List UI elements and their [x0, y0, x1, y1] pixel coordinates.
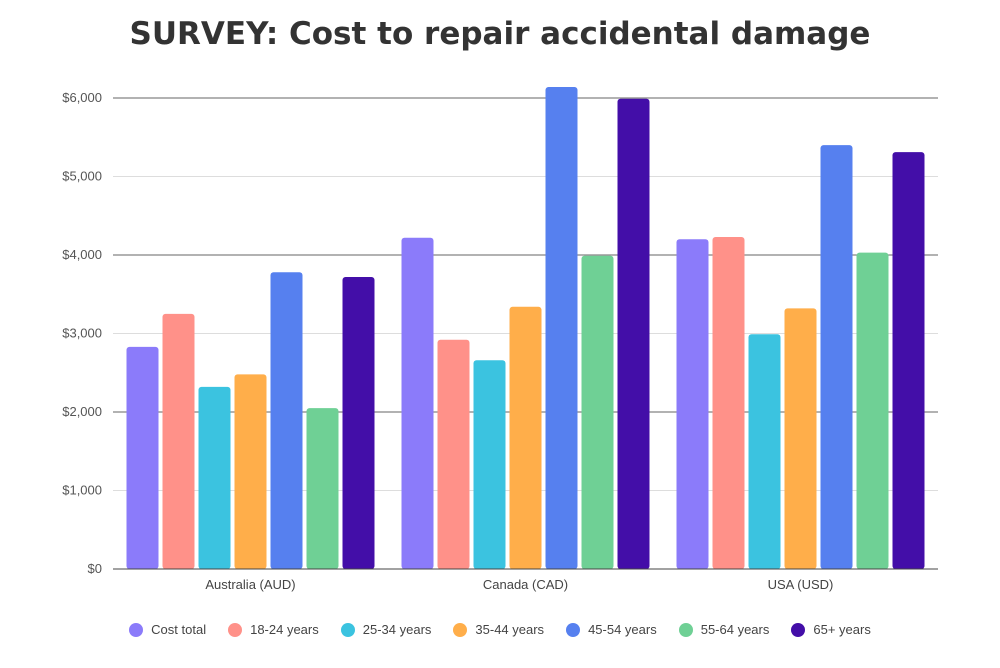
bar — [342, 276, 375, 569]
bar — [748, 334, 781, 569]
bar — [892, 152, 925, 570]
bar — [545, 87, 578, 569]
legend-swatch — [453, 622, 468, 637]
legend-item: 35-44 years — [453, 622, 544, 637]
y-tick-label: $2,000 — [62, 404, 102, 419]
bar — [162, 313, 195, 569]
x-tick-label: Australia (AUD) — [205, 577, 295, 592]
bar — [270, 272, 303, 569]
y-tick-label: $4,000 — [62, 247, 102, 262]
bar — [401, 237, 434, 570]
bar — [712, 236, 745, 569]
bar — [820, 145, 853, 569]
chart-title: SURVEY: Cost to repair accidental damage — [129, 16, 871, 52]
y-tick-label: $6,000 — [62, 90, 102, 105]
bar — [617, 98, 650, 569]
legend-swatch — [566, 622, 581, 637]
legend-item: 25-34 years — [340, 622, 432, 637]
x-tick-label: Canada (CAD) — [483, 577, 568, 592]
bar — [509, 306, 542, 569]
bar — [676, 239, 709, 570]
y-tick-label: $3,000 — [62, 326, 102, 341]
bar — [306, 408, 339, 569]
legend-label: 65+ years — [813, 622, 871, 637]
legend-label: 55-64 years — [700, 622, 770, 637]
legend-swatch — [340, 622, 355, 637]
legend-swatch — [791, 622, 806, 637]
legend-item: 45-54 years — [566, 622, 657, 637]
legend-item: 65+ years — [791, 622, 871, 637]
bar — [437, 339, 470, 569]
y-tick-label: $5,000 — [62, 169, 102, 184]
bar — [198, 386, 231, 569]
legend-swatch — [129, 622, 144, 637]
legend-item: 55-64 years — [678, 622, 770, 637]
bar — [126, 346, 159, 569]
legend-swatch — [678, 622, 693, 637]
legend-label: 25-34 years — [362, 622, 432, 637]
bar — [473, 360, 506, 569]
legend-label: 45-54 years — [588, 622, 657, 637]
bar — [234, 374, 267, 569]
legend-item: 18-24 years — [228, 622, 319, 637]
x-tick-label: USA (USD) — [768, 577, 834, 592]
y-tick-label: $1,000 — [62, 483, 102, 498]
bar — [856, 252, 889, 569]
bar — [784, 308, 817, 569]
legend-label: 35-44 years — [475, 622, 545, 637]
y-tick-label: $0 — [88, 561, 102, 576]
chart-legend: Cost total 18-24 years 25-34 years 35-44 ye… — [0, 622, 1000, 637]
legend-label: Cost total — [151, 622, 207, 637]
bar — [581, 255, 614, 569]
legend-item: Cost total — [129, 622, 206, 637]
legend-swatch — [228, 622, 243, 637]
legend-label: 18-24 years — [250, 622, 319, 637]
